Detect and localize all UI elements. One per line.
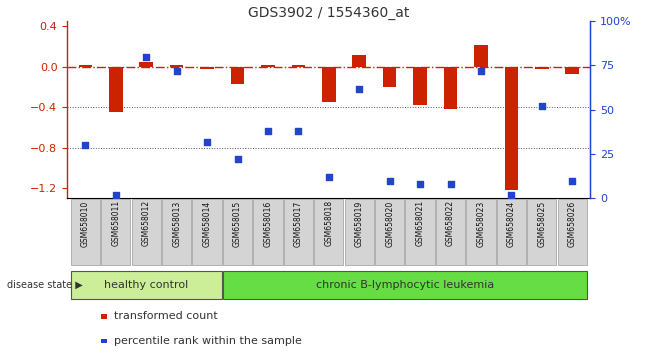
Point (171, 68, 182, 74)
Bar (231, 67, 244, 84)
Text: percentile rank within the sample: percentile rank within the sample (113, 336, 301, 346)
Point (111, 192, 121, 198)
Text: GSM658023: GSM658023 (476, 200, 485, 246)
FancyBboxPatch shape (101, 199, 130, 265)
Point (567, 178, 578, 183)
FancyBboxPatch shape (223, 271, 587, 299)
Text: GSM658016: GSM658016 (264, 200, 272, 246)
Bar (474, 45, 488, 67)
Point (262, 128, 273, 134)
FancyBboxPatch shape (284, 199, 313, 265)
Text: GSM658020: GSM658020 (385, 200, 394, 246)
Point (536, 103, 547, 109)
Text: healthy control: healthy control (104, 280, 189, 290)
Point (323, 174, 334, 180)
Title: GDS3902 / 1554360_at: GDS3902 / 1554360_at (248, 6, 409, 20)
FancyBboxPatch shape (527, 199, 556, 265)
Bar (109, 67, 123, 112)
FancyBboxPatch shape (497, 199, 526, 265)
Bar (352, 55, 366, 67)
FancyBboxPatch shape (558, 199, 587, 265)
Text: GSM658015: GSM658015 (233, 200, 242, 246)
Bar (505, 67, 518, 190)
Text: GSM658010: GSM658010 (81, 200, 90, 246)
Point (415, 181, 425, 187)
Text: disease state ▶: disease state ▶ (7, 280, 83, 290)
Text: GSM658024: GSM658024 (507, 200, 516, 246)
Bar (535, 67, 549, 69)
Text: GSM658025: GSM658025 (537, 200, 546, 246)
FancyBboxPatch shape (254, 199, 282, 265)
Bar (566, 67, 579, 74)
FancyBboxPatch shape (314, 199, 344, 265)
Bar (170, 65, 183, 67)
Text: transformed count: transformed count (113, 312, 217, 321)
Bar (291, 65, 305, 67)
FancyBboxPatch shape (405, 199, 435, 265)
Bar (413, 67, 427, 105)
Point (80, 142, 91, 148)
Point (141, 54, 152, 59)
FancyBboxPatch shape (223, 199, 252, 265)
Bar (261, 65, 275, 67)
Point (202, 139, 213, 144)
Text: GSM658014: GSM658014 (203, 200, 211, 246)
FancyBboxPatch shape (375, 199, 404, 265)
Text: GSM658017: GSM658017 (294, 200, 303, 246)
Bar (322, 67, 336, 102)
Text: GSM658026: GSM658026 (568, 200, 576, 246)
Point (476, 68, 486, 74)
Point (384, 178, 395, 183)
Point (445, 181, 456, 187)
Point (354, 86, 364, 91)
FancyBboxPatch shape (70, 199, 100, 265)
FancyBboxPatch shape (345, 199, 374, 265)
Point (506, 192, 517, 198)
Text: GSM658022: GSM658022 (446, 200, 455, 246)
FancyBboxPatch shape (466, 199, 496, 265)
Text: GSM658013: GSM658013 (172, 200, 181, 246)
FancyBboxPatch shape (70, 271, 221, 299)
Bar (444, 67, 458, 109)
Text: GSM658018: GSM658018 (324, 200, 333, 246)
Text: GSM658021: GSM658021 (415, 200, 425, 246)
FancyBboxPatch shape (193, 199, 221, 265)
FancyBboxPatch shape (162, 199, 191, 265)
Text: chronic B-lymphocytic leukemia: chronic B-lymphocytic leukemia (316, 280, 494, 290)
Text: GSM658012: GSM658012 (142, 200, 151, 246)
Point (293, 128, 304, 134)
FancyBboxPatch shape (436, 199, 465, 265)
Point (232, 156, 243, 162)
Bar (200, 67, 214, 69)
Bar (79, 65, 92, 67)
Text: GSM658011: GSM658011 (111, 200, 120, 246)
FancyBboxPatch shape (132, 199, 161, 265)
Text: GSM658019: GSM658019 (355, 200, 364, 246)
Bar (382, 67, 397, 87)
Bar (140, 62, 153, 67)
